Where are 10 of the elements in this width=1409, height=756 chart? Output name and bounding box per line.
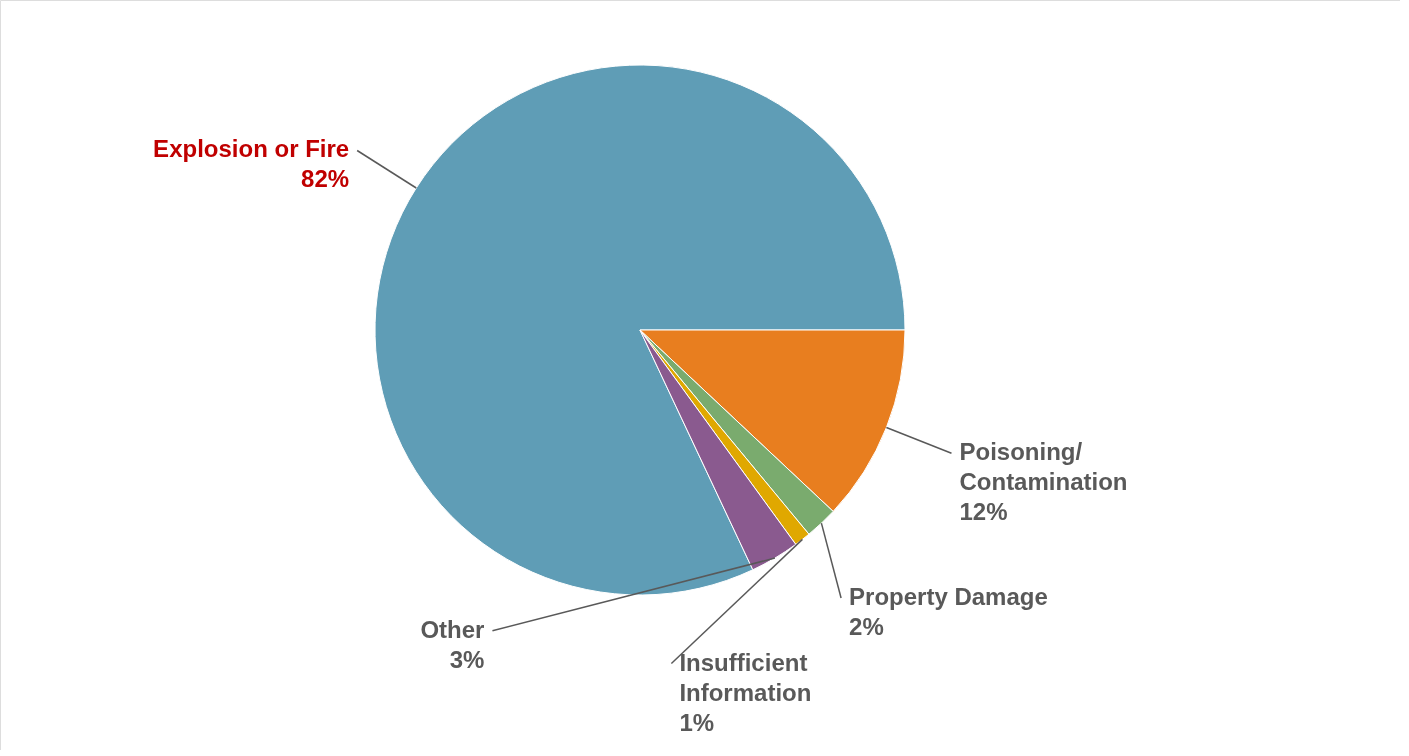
slice-label: Poisoning/Contamination xyxy=(959,438,1128,496)
slice-label: Explosion or Fire xyxy=(153,135,350,163)
data-label: 2% xyxy=(849,612,884,640)
slice-label: Other xyxy=(420,615,485,643)
slice-label: Property Damage xyxy=(849,582,1048,610)
data-label: 82% xyxy=(301,165,350,193)
data-label: 1% xyxy=(679,708,715,736)
data-label: 12% xyxy=(959,498,1008,526)
slice-label: Insufficient Information xyxy=(679,648,812,706)
data-label: 3% xyxy=(449,645,485,673)
